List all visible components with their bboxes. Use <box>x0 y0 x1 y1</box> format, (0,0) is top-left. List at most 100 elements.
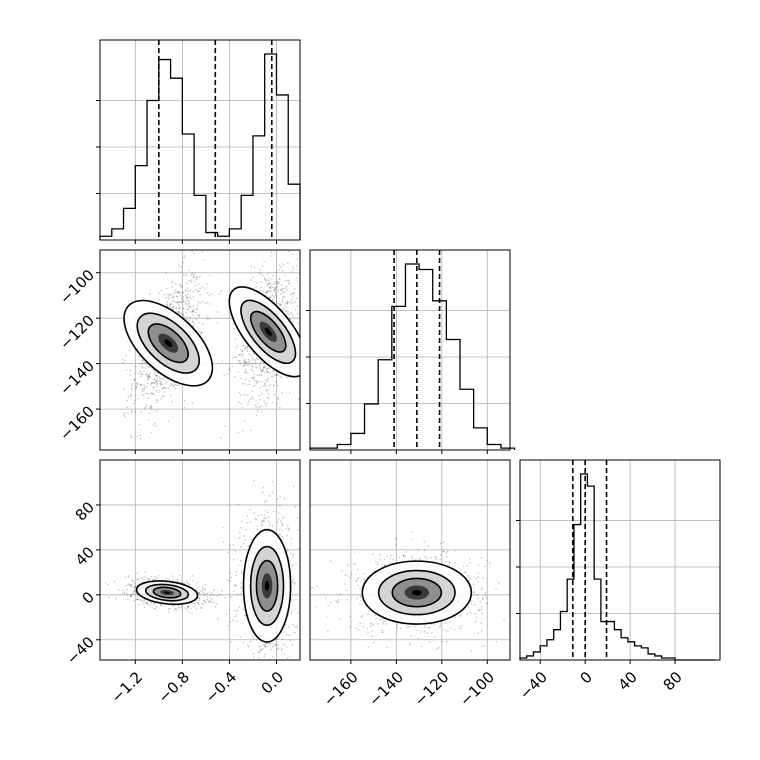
sample-point <box>426 632 429 634</box>
sample-point <box>251 538 253 541</box>
sample-point <box>136 435 138 438</box>
sample-point <box>285 306 288 308</box>
sample-point <box>289 552 292 554</box>
sample-point <box>133 590 136 593</box>
sample-point <box>266 371 269 373</box>
sample-point <box>293 581 296 584</box>
sample-point <box>382 622 384 625</box>
sample-point <box>242 608 245 611</box>
sample-point <box>261 369 264 372</box>
sample-point <box>291 302 293 305</box>
sample-point <box>376 561 379 564</box>
sample-point <box>180 286 183 288</box>
sample-point <box>135 382 138 384</box>
sample-point <box>267 397 270 399</box>
sample-point <box>172 306 174 308</box>
sample-point <box>477 572 480 574</box>
sample-point <box>272 283 274 286</box>
sample-point <box>359 603 361 606</box>
sample-point <box>288 262 291 264</box>
sample-point <box>231 356 234 359</box>
sample-point <box>172 385 175 387</box>
sample-point <box>133 599 135 602</box>
sample-point <box>236 609 239 612</box>
sample-point <box>266 380 269 382</box>
sample-point <box>186 582 189 585</box>
sample-point <box>182 313 185 316</box>
sample-point <box>218 293 221 295</box>
sample-point <box>372 641 375 644</box>
sample-point <box>460 614 462 617</box>
sample-point <box>282 288 284 290</box>
sample-point <box>167 294 169 296</box>
sample-point <box>194 288 197 291</box>
sample-point <box>247 361 250 364</box>
sample-point <box>155 425 157 428</box>
sample-point <box>176 579 178 582</box>
sample-point <box>234 616 237 618</box>
sample-point <box>182 313 184 316</box>
sample-point <box>196 587 199 589</box>
sample-point <box>250 368 253 371</box>
sample-point <box>274 288 277 290</box>
sample-point <box>192 320 194 323</box>
sample-point <box>173 609 176 611</box>
sample-point <box>271 524 274 527</box>
sample-point <box>290 598 293 601</box>
sample-point <box>305 658 307 660</box>
sample-point <box>140 365 142 368</box>
sample-point <box>372 553 374 556</box>
sample-point <box>273 290 276 293</box>
sample-point <box>243 359 245 362</box>
sample-point <box>147 393 149 395</box>
sample-point <box>268 524 271 527</box>
sample-point <box>150 431 153 434</box>
sample-point <box>360 595 362 598</box>
sample-point <box>131 382 134 385</box>
sample-point <box>417 637 419 639</box>
sample-point <box>286 302 289 304</box>
sample-point <box>256 525 259 528</box>
sample-point <box>272 375 275 378</box>
sample-point <box>158 389 161 392</box>
sample-point <box>159 382 162 385</box>
sample-point <box>267 520 270 522</box>
sample-point <box>196 308 199 311</box>
sample-point <box>485 559 488 562</box>
sample-point <box>449 621 451 623</box>
sample-point <box>252 376 254 379</box>
sample-point <box>140 384 142 386</box>
sample-point <box>166 304 169 307</box>
sample-point <box>279 375 282 378</box>
sample-point <box>156 382 158 385</box>
sample-point <box>153 373 155 375</box>
sample-point <box>199 593 201 596</box>
sample-point <box>269 255 272 257</box>
sample-point <box>281 298 284 300</box>
sample-point <box>264 382 267 385</box>
sample-point <box>204 583 206 586</box>
sample-point <box>143 361 146 364</box>
sample-point <box>185 316 188 318</box>
sample-point <box>198 314 200 316</box>
sample-point <box>138 363 141 365</box>
sample-point <box>202 603 204 605</box>
sample-point <box>186 318 188 321</box>
sample-point <box>182 297 184 300</box>
sample-point <box>183 399 186 402</box>
sample-point <box>269 289 272 292</box>
sample-point <box>305 603 307 605</box>
sample-point <box>291 581 294 583</box>
sample-point <box>156 377 159 380</box>
sample-point <box>240 402 242 405</box>
sample-point <box>232 543 235 546</box>
sample-point <box>362 573 365 575</box>
panel-frame <box>309 249 511 451</box>
sample-point <box>234 585 236 587</box>
sample-point <box>189 297 192 300</box>
sample-point <box>187 606 189 609</box>
sample-point <box>143 578 145 581</box>
sample-point <box>454 562 456 564</box>
sample-point <box>280 288 282 291</box>
sample-point <box>287 279 290 282</box>
